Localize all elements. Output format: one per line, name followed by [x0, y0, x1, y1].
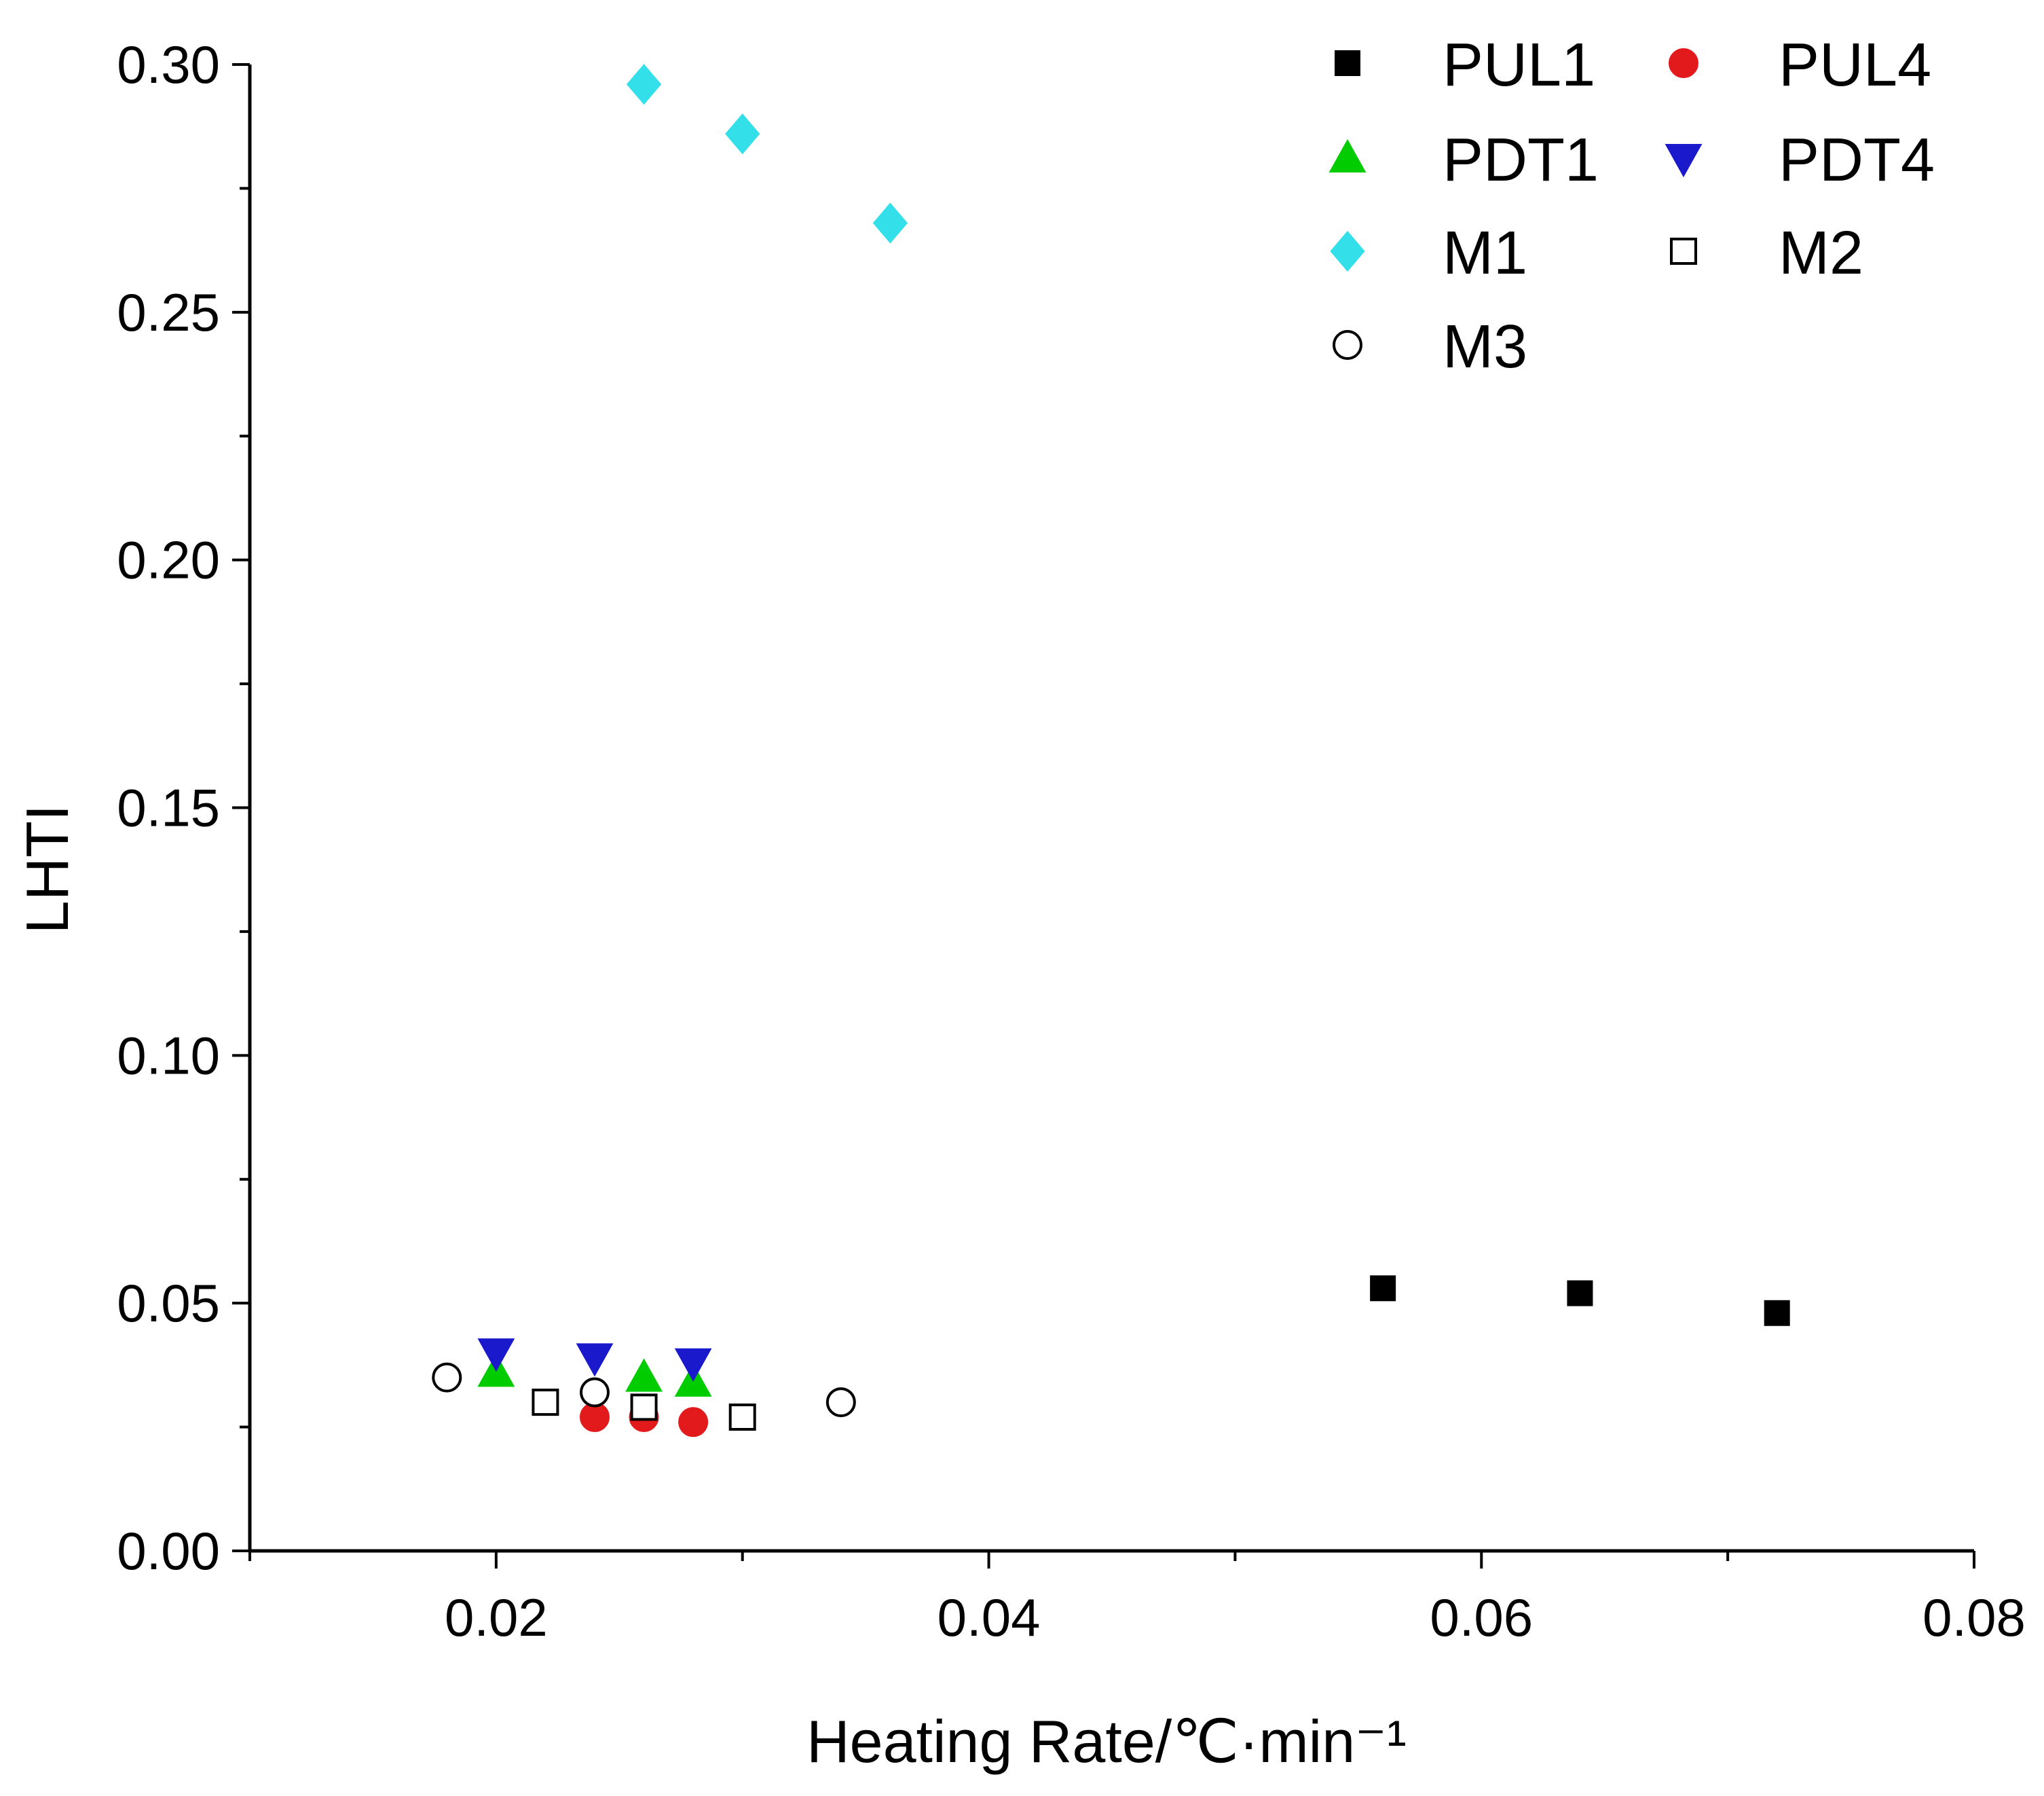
legend-marker	[1328, 139, 1367, 172]
axis-ticks	[232, 63, 1975, 1569]
data-point-pdt1	[625, 1358, 663, 1392]
legend-label: PUL4	[1779, 31, 1931, 99]
data-point-m3	[580, 1377, 610, 1408]
data-point-m3	[432, 1362, 462, 1393]
data-points	[432, 64, 1790, 1437]
legend-marker	[1665, 144, 1703, 178]
y-tick-label: 0.10	[117, 1025, 220, 1085]
y-tick-label: 0.15	[117, 778, 220, 838]
y-tick-label: 0.05	[117, 1273, 220, 1333]
y-tick-label: 0.30	[117, 35, 220, 94]
legend-marker	[1670, 238, 1697, 265]
x-tick-label: 0.04	[937, 1588, 1041, 1647]
y-tick-label: 0.00	[117, 1521, 220, 1581]
legend-label: PUL1	[1443, 31, 1595, 99]
x-tick-label: 0.06	[1430, 1588, 1533, 1647]
data-point-m1	[872, 202, 908, 244]
legend-label: PDT4	[1779, 126, 1935, 194]
x-tick-label: 0.02	[445, 1588, 548, 1647]
axes	[248, 65, 1974, 1553]
data-point-pdt4	[674, 1348, 712, 1382]
legend: PUL1 PUL4 PDT1 PDT4 M1 M2 M3	[1328, 31, 1935, 381]
series-pul1	[1370, 1275, 1790, 1326]
data-point-m2	[630, 1393, 658, 1421]
x-tick-label: 0.08	[1922, 1588, 2026, 1647]
data-point-m2	[532, 1389, 559, 1416]
legend-item-pul1: PUL1	[1335, 31, 1595, 99]
data-point-m3	[825, 1387, 856, 1418]
data-point-pdt4	[477, 1338, 515, 1372]
legend-label: M3	[1443, 313, 1527, 381]
series-m1	[626, 64, 908, 244]
legend-item-m2: M2	[1670, 219, 1863, 287]
legend-item-pdt1: PDT1	[1328, 126, 1599, 194]
y-tick-label: 0.20	[117, 530, 220, 590]
legend-item-pul4: PUL4	[1669, 31, 1931, 99]
data-point-pul4	[678, 1407, 709, 1437]
legend-marker	[1333, 330, 1362, 360]
legend-marker	[1330, 230, 1365, 272]
x-axis-title: Heating Rate/℃·min⁻¹	[806, 1708, 1407, 1775]
legend-item-m3: M3	[1333, 313, 1527, 381]
y-axis-title: LHTI	[14, 805, 81, 934]
series-pdt4	[477, 1338, 712, 1382]
data-point-m1	[626, 64, 662, 105]
data-point-pul1	[1764, 1300, 1790, 1326]
legend-marker	[1669, 48, 1698, 78]
data-point-pdt4	[576, 1343, 614, 1377]
legend-marker	[1335, 50, 1360, 76]
series-m3	[432, 1362, 856, 1418]
axis-tick-labels: 0.00 0.05 0.10 0.15 0.20 0.25 0.30 0.02 0.04 0.06…	[117, 35, 2026, 1647]
data-point-m1	[725, 113, 760, 155]
legend-label: M1	[1443, 219, 1527, 287]
data-point-m2	[728, 1403, 756, 1431]
legend-label: M2	[1779, 219, 1863, 287]
y-tick-label: 0.25	[117, 282, 220, 342]
legend-label: PDT1	[1443, 126, 1599, 194]
series-m2	[532, 1389, 756, 1431]
legend-item-pdt4: PDT4	[1665, 126, 1935, 194]
data-point-pul4	[580, 1401, 610, 1432]
data-point-pul1	[1370, 1275, 1396, 1302]
legend-item-m1: M1	[1330, 219, 1527, 287]
data-point-pul1	[1567, 1280, 1593, 1306]
